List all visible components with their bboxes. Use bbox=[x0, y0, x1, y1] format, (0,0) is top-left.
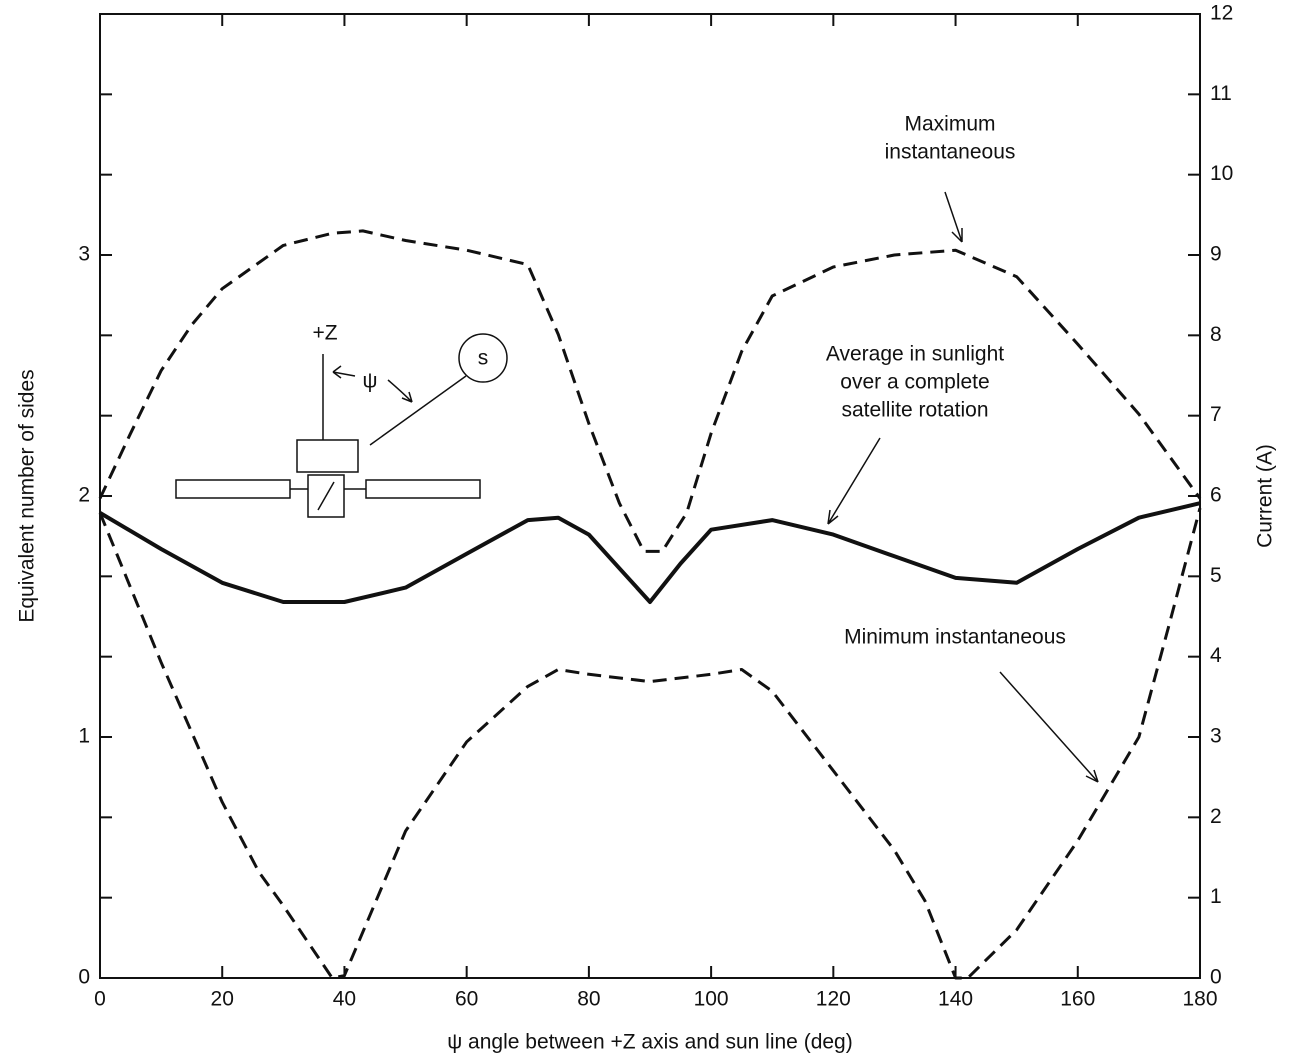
y2-tick-label: 10 bbox=[1210, 162, 1233, 185]
diagram-label: ψ bbox=[363, 370, 378, 393]
x-tick-label: 120 bbox=[816, 988, 851, 1011]
x-tick-label: 100 bbox=[694, 988, 729, 1011]
annotation: Maximum bbox=[904, 113, 995, 136]
x-tick-label: 160 bbox=[1060, 988, 1095, 1011]
y2-tick-label: 8 bbox=[1210, 323, 1222, 346]
x-tick-label: 180 bbox=[1182, 988, 1217, 1011]
x-tick-label: 0 bbox=[94, 988, 106, 1011]
y2-tick-label: 5 bbox=[1210, 564, 1222, 587]
y2-axis-label: Current (A) bbox=[1254, 444, 1277, 548]
y-tick-label: 2 bbox=[78, 484, 90, 507]
y2-tick-label: 6 bbox=[1210, 484, 1222, 507]
annotation: Average in sunlight bbox=[826, 343, 1004, 366]
y2-tick-label: 12 bbox=[1210, 2, 1233, 25]
x-axis-label: ψ angle between +Z axis and sun line (de… bbox=[447, 1031, 852, 1054]
annotation: Minimum instantaneous bbox=[844, 626, 1066, 649]
y-tick-label: 3 bbox=[78, 243, 90, 266]
y2-tick-label: 1 bbox=[1210, 885, 1222, 908]
satellite-diagram bbox=[175, 333, 508, 518]
x-tick-label: 20 bbox=[211, 988, 234, 1011]
y2-tick-label: 4 bbox=[1210, 644, 1222, 667]
y2-tick-label: 2 bbox=[1210, 805, 1222, 828]
y2-tick-label: 9 bbox=[1210, 243, 1222, 266]
y2-tick-label: 7 bbox=[1210, 403, 1222, 426]
annotation: satellite rotation bbox=[841, 399, 988, 422]
x-tick-label: 140 bbox=[938, 988, 973, 1011]
y-tick-label: 0 bbox=[78, 966, 90, 989]
x-tick-label: 80 bbox=[577, 988, 600, 1011]
annotation: instantaneous bbox=[885, 141, 1016, 164]
y2-tick-label: 0 bbox=[1210, 966, 1222, 989]
annotation-arrow bbox=[944, 191, 963, 243]
data-line bbox=[98, 501, 1201, 604]
annotation-arrow bbox=[999, 671, 1099, 783]
annotation: over a complete bbox=[840, 371, 989, 394]
diagram-label: +Z bbox=[312, 322, 337, 345]
y-axis-label: Equivalent number of sides bbox=[16, 369, 39, 622]
data-line bbox=[98, 507, 1202, 980]
y2-tick-label: 3 bbox=[1210, 725, 1222, 748]
plot-frame bbox=[99, 13, 1201, 979]
y2-tick-label: 11 bbox=[1210, 82, 1232, 105]
diagram-label: s bbox=[478, 347, 489, 370]
data-line bbox=[98, 229, 1202, 553]
x-tick-label: 40 bbox=[333, 988, 356, 1011]
annotation-arrow bbox=[827, 437, 881, 525]
x-tick-label: 60 bbox=[455, 988, 478, 1011]
y-tick-label: 1 bbox=[78, 725, 90, 748]
